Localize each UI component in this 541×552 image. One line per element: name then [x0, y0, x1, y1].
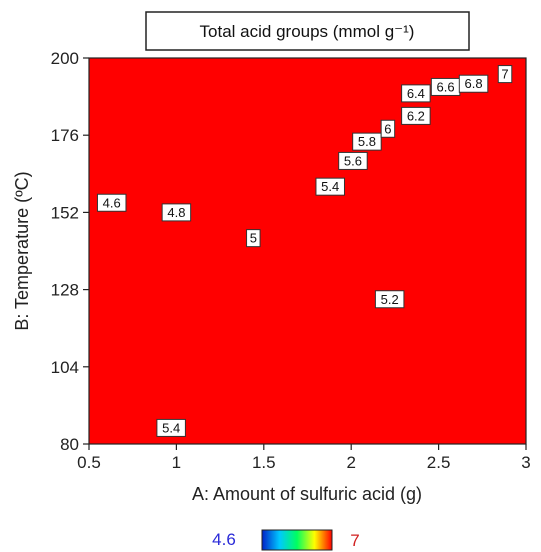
x-axis: 0.5 1 1.5 2 2.5 3: [77, 444, 531, 472]
contour-label-text: 5: [250, 231, 257, 246]
contour-label-box: [497, 65, 513, 84]
contour-label: 5.4: [156, 418, 186, 437]
contour-label: 7: [497, 65, 513, 84]
contour-label-box: [458, 74, 489, 93]
x-axis-label: A: Amount of sulfuric acid (g): [192, 484, 422, 504]
x-tick-label: 2.5: [427, 453, 451, 472]
y-tick-label: 152: [51, 203, 79, 222]
contour-label-text: 6.4: [407, 86, 425, 101]
x-tick-label: 1: [172, 453, 181, 472]
legend-gradient-bar: [261, 529, 333, 551]
contour-label-box: [338, 151, 368, 170]
x-tick-label: 3: [521, 453, 530, 472]
contour-label: 5.8: [352, 132, 382, 151]
contour-label-text: 4.8: [167, 205, 185, 220]
plot-area: 4.6 4.8 5 5.2 5.4 5.4 5.6 5.8 6 6.2 6.4 6.6 6.8 7: [88, 57, 527, 445]
plot-frame: [88, 57, 527, 445]
contour-label-box: [401, 84, 431, 103]
contour-label: 5.4: [315, 177, 345, 196]
legend-min-label: 4.6: [212, 530, 236, 549]
y-axis: 80 104 128 152 176 200: [51, 49, 89, 454]
contour-label-text: 6.2: [407, 108, 425, 123]
contour-label: 6.2: [401, 106, 431, 125]
contour-label-box: [156, 418, 186, 437]
x-tick-label: 2: [346, 453, 355, 472]
y-tick-label: 176: [51, 126, 79, 145]
title-text: Total acid groups (mmol g⁻¹): [200, 22, 415, 41]
contour-label-text: 5.8: [358, 134, 376, 149]
contour-label-box: [380, 119, 396, 138]
y-tick-label: 80: [60, 435, 79, 454]
contour-label-text: 5.4: [321, 179, 339, 194]
y-axis-label: B: Temperature (ºC): [12, 171, 32, 330]
contour-label: 6.8: [458, 74, 489, 93]
contour-label-box: [246, 229, 261, 248]
contour-label: 4.8: [161, 203, 192, 222]
contour-label-box: [352, 132, 382, 151]
contour-label-text: 5.4: [162, 420, 180, 435]
contour-label-text: 7: [501, 67, 508, 82]
contour-label-box: [96, 193, 127, 212]
y-tick-label: 128: [51, 281, 79, 300]
contour-label-box: [401, 106, 431, 125]
contour-labels: 4.6 4.8 5 5.2 5.4 5.4 5.6 5.8 6 6.2 6.4 6.6 6.8 7: [96, 65, 513, 437]
contour-label: 6.6: [430, 77, 461, 96]
contour-label-box: [315, 177, 345, 196]
color-legend: 4.6 7: [212, 529, 360, 551]
contour-label: 5.6: [338, 151, 368, 170]
chart-title: Total acid groups (mmol g⁻¹): [145, 11, 470, 51]
contour-label-text: 4.6: [103, 195, 121, 210]
contour-label-text: 6.6: [437, 79, 455, 94]
contour-label-text: 5.6: [344, 153, 362, 168]
y-tick-label: 200: [51, 49, 79, 68]
contour-label: 6: [380, 119, 396, 138]
heatmap-fill: [89, 58, 526, 444]
x-tick-label: 1.5: [252, 453, 276, 472]
contour-label: 4.6: [96, 193, 127, 212]
contour-label-text: 6: [384, 121, 391, 136]
contour-label: 5.2: [374, 290, 405, 309]
x-tick-label: 0.5: [77, 453, 101, 472]
contour-label-box: [374, 290, 405, 309]
contour-label-box: [161, 203, 192, 222]
contour-label-text: 5.2: [381, 292, 399, 307]
legend-max-label: 7: [350, 531, 359, 550]
y-tick-label: 104: [51, 358, 79, 377]
contour-label-text: 6.8: [465, 76, 483, 91]
contour-label: 6.4: [401, 84, 431, 103]
contour-label: 5: [246, 229, 261, 248]
title-box: [145, 11, 470, 51]
